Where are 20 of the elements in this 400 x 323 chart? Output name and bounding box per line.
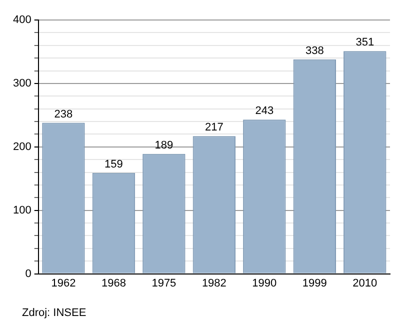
data-label: 243	[255, 105, 274, 118]
x-tick-label: 1999	[302, 277, 327, 290]
data-label: 217	[204, 122, 224, 134]
y-tick-label: 200	[12, 140, 32, 153]
data-label: 189	[154, 139, 174, 152]
x-tick-label: 1968	[101, 277, 126, 290]
x-tick-label: 2010	[352, 277, 378, 290]
data-label: 338	[305, 44, 324, 57]
y-tick-label: 300	[12, 77, 32, 90]
y-tick-label: 400	[12, 14, 32, 26]
x-tick-label: 1962	[51, 277, 76, 290]
data-label: 159	[104, 158, 123, 170]
y-tick-label: 0	[25, 268, 32, 280]
x-tick-label: 1975	[152, 277, 176, 290]
data-label: 351	[356, 36, 374, 49]
x-tick-label: 1990	[252, 277, 277, 290]
y-tick-label: 100	[12, 204, 32, 216]
data-label: 238	[54, 108, 73, 120]
x-tick-label: 1982	[202, 277, 226, 290]
text: Zdroj: INSEE	[22, 307, 86, 319]
